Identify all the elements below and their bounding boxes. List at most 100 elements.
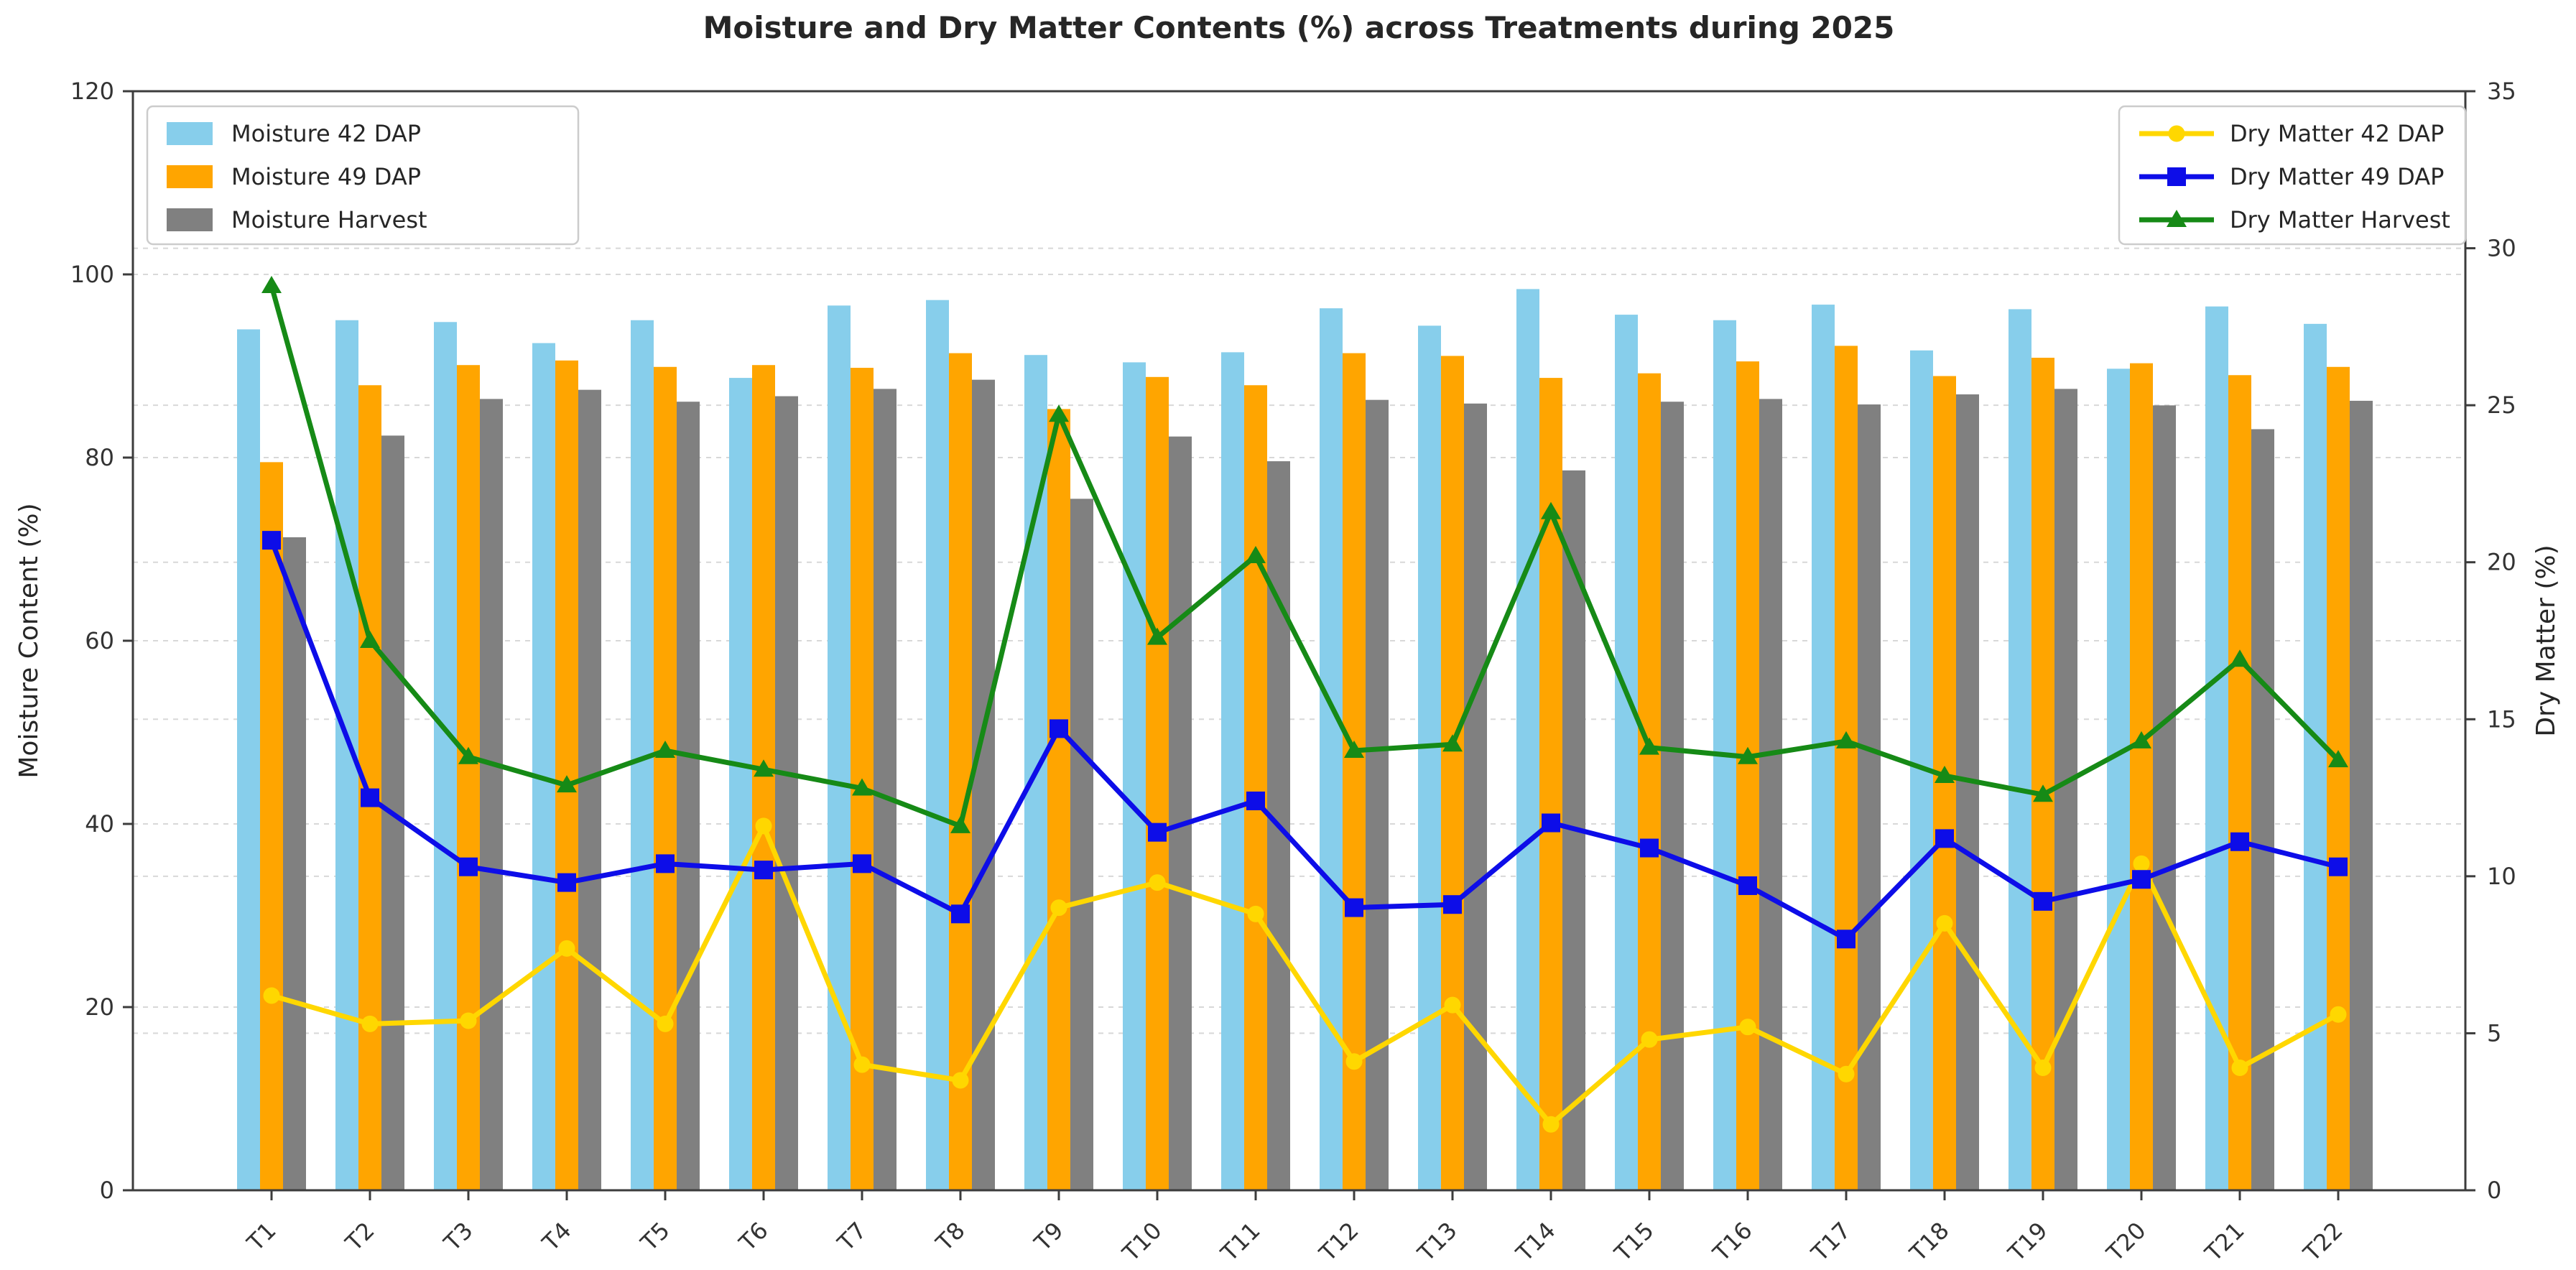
bar-moisture-49-dap-T20 (2130, 363, 2153, 1190)
legend-label-moisture-harvest: Moisture Harvest (231, 206, 427, 233)
right-tick-label: 5 (2487, 1019, 2501, 1047)
bar-moisture-harvest-T19 (2054, 389, 2077, 1190)
legend-moisture-bars: Moisture 42 DAP Moisture 49 DAP Moisture H… (146, 105, 580, 246)
bars-moisture-49-dap (260, 346, 2350, 1191)
line-dry-matter-harvest (261, 276, 2348, 833)
bar-moisture-49-dap-T18 (1933, 376, 1956, 1190)
x-tick-label-t16: T16 (1707, 1217, 1757, 1267)
right-tick-label: 10 (2487, 863, 2516, 890)
bar-moisture-49-dap-T6 (752, 365, 775, 1191)
bar-moisture-49-dap-T17 (1835, 346, 1858, 1191)
left-tick-label: 120 (70, 78, 114, 105)
legend-label-dry-matter-harvest: Dry Matter Harvest (2230, 206, 2450, 233)
bar-moisture-42-dap-T1 (237, 329, 260, 1190)
x-tick-label-t13: T13 (1412, 1217, 1462, 1267)
x-tick-label-t11: T11 (1215, 1217, 1265, 1267)
bar-moisture-harvest-T1 (283, 537, 306, 1190)
bar-moisture-49-dap-T3 (457, 365, 480, 1191)
line-dry-matter-42-dap (263, 817, 2347, 1133)
left-tick-label: 0 (100, 1177, 114, 1204)
x-tick-label-t15: T15 (1608, 1217, 1659, 1267)
bar-moisture-harvest-T15 (1661, 402, 1684, 1190)
bar-moisture-42-dap-T13 (1418, 325, 1441, 1190)
x-tick-label-t7: T7 (832, 1217, 872, 1257)
bar-moisture-49-dap-T11 (1244, 385, 1267, 1190)
bar-moisture-49-dap-T13 (1441, 356, 1464, 1191)
bar-moisture-harvest-T9 (1070, 499, 1093, 1190)
x-tick-label-t3: T3 (438, 1217, 478, 1257)
right-tick-label: 35 (2487, 78, 2516, 105)
legend-swatch-moisture-49-dap (167, 165, 213, 188)
bar-moisture-42-dap-T14 (1516, 289, 1539, 1190)
bar-moisture-42-dap-T21 (2205, 306, 2228, 1190)
bar-moisture-49-dap-T10 (1146, 376, 1169, 1190)
legend-label-dry-matter-42-dap: Dry Matter 42 DAP (2230, 120, 2444, 147)
bar-moisture-harvest-T12 (1366, 399, 1389, 1190)
x-tick-label-t22: T22 (2297, 1217, 2348, 1267)
bar-moisture-harvest-T3 (480, 399, 503, 1190)
bar-moisture-42-dap-T6 (729, 378, 752, 1191)
bar-moisture-harvest-T18 (1956, 394, 1979, 1190)
x-tick-label-t2: T2 (340, 1217, 380, 1257)
bar-moisture-42-dap-T22 (2304, 323, 2327, 1191)
bar-moisture-49-dap-T16 (1736, 361, 1759, 1190)
x-tick-label-t12: T12 (1313, 1217, 1363, 1267)
bar-moisture-42-dap-T11 (1221, 352, 1244, 1190)
bar-moisture-49-dap-T15 (1638, 373, 1661, 1191)
axis-titles: Moisture Content (%) Dry Matter (%) (14, 503, 2561, 778)
bar-moisture-harvest-T22 (2350, 400, 2373, 1191)
bar-moisture-harvest-T10 (1169, 436, 1192, 1190)
x-tick-label-t9: T9 (1029, 1217, 1069, 1257)
bar-moisture-42-dap-T20 (2107, 369, 2130, 1191)
bar-moisture-harvest-T21 (2251, 429, 2274, 1190)
bar-moisture-42-dap-T4 (532, 343, 555, 1190)
bar-moisture-42-dap-T19 (2009, 309, 2031, 1191)
right-tick-label: 15 (2487, 705, 2516, 733)
right-axis-tick-labels: 0 5 10 15 20 25 30 35 (2487, 78, 2516, 1204)
legend-label-dry-matter-49-dap: Dry Matter 49 DAP (2230, 163, 2444, 190)
bar-moisture-harvest-T7 (874, 389, 896, 1190)
bar-moisture-42-dap-T3 (434, 322, 457, 1190)
legend-label-moisture-42-dap: Moisture 42 DAP (231, 120, 421, 147)
bar-moisture-42-dap-T15 (1615, 315, 1638, 1191)
bar-moisture-harvest-T16 (1759, 399, 1782, 1190)
bar-moisture-42-dap-T7 (828, 305, 851, 1191)
bar-moisture-49-dap-T8 (949, 353, 972, 1190)
left-tick-label: 60 (85, 627, 114, 654)
bar-moisture-42-dap-T8 (926, 300, 949, 1191)
bar-moisture-42-dap-T12 (1320, 308, 1343, 1190)
bar-moisture-harvest-T4 (578, 389, 601, 1190)
legend-swatch-moisture-harvest (167, 208, 213, 231)
right-tick-label: 25 (2487, 391, 2516, 419)
legend-swatch-moisture-42-dap (167, 122, 213, 145)
legend-dry-matter-lines: Dry Matter 42 DAP Dry Matter 49 DAP Dry Ma… (2118, 105, 2467, 246)
chart-title: Moisture and Dry Matter Contents (%) acr… (703, 10, 1895, 45)
x-tick-label-t6: T6 (733, 1217, 774, 1257)
left-tick-label: 40 (85, 810, 114, 838)
x-tick-label-t18: T18 (1904, 1217, 1954, 1267)
left-axis-title: Moisture Content (%) (14, 503, 44, 778)
x-tick-label-t10: T10 (1116, 1217, 1167, 1267)
bars-moisture-harvest (283, 379, 2373, 1191)
bar-moisture-49-dap-T1 (260, 462, 283, 1190)
x-axis-tick-labels: T1 T2 T3 T4 T5 T6 T7 T8 T9 T10 T11 T12 T13 T14 T15 T16 T… (241, 1217, 2348, 1267)
bar-moisture-harvest-T6 (775, 396, 798, 1191)
bar-moisture-harvest-T17 (1858, 404, 1881, 1190)
left-tick-label: 100 (70, 261, 114, 288)
bar-moisture-49-dap-T5 (654, 366, 677, 1190)
axis-ticks (123, 90, 2475, 1200)
left-tick-label: 80 (85, 444, 114, 471)
bar-moisture-harvest-T13 (1464, 403, 1487, 1190)
right-axis-title: Dry Matter (%) (2531, 544, 2561, 736)
x-tick-label-t5: T5 (635, 1217, 675, 1257)
line-dry-matter-49-dap (262, 531, 2348, 949)
bar-moisture-49-dap-T14 (1539, 378, 1562, 1191)
right-tick-label: 30 (2487, 235, 2516, 262)
right-tick-label: 0 (2487, 1177, 2501, 1204)
x-tick-label-t1: T1 (241, 1217, 282, 1257)
right-tick-label: 20 (2487, 549, 2516, 576)
bar-moisture-42-dap-T10 (1123, 362, 1146, 1190)
bar-moisture-harvest-T8 (972, 379, 995, 1190)
